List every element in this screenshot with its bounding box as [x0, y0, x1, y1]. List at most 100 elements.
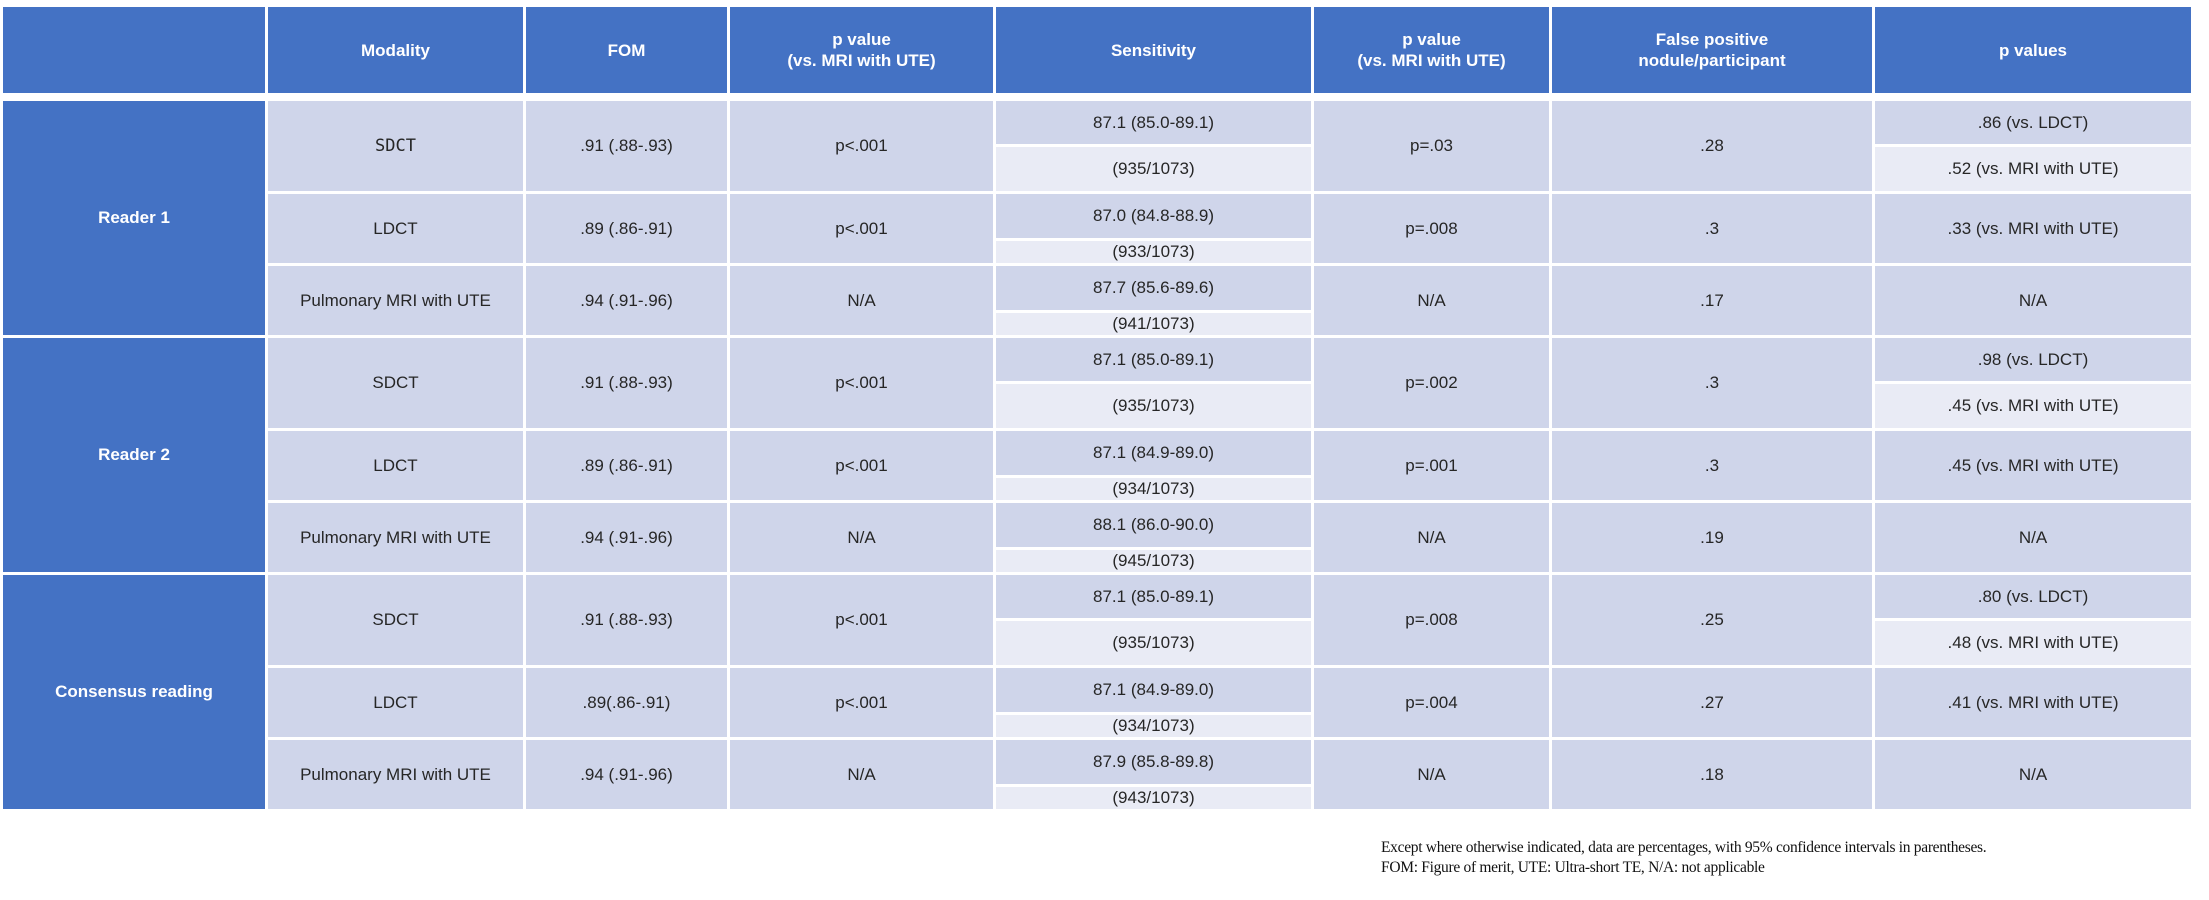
- p-fom-cell: N/A: [730, 740, 993, 809]
- false-positive-cell: .28: [1552, 101, 1872, 191]
- table-subrow: (943/1073): [3, 787, 2191, 809]
- p-values-cell: .52 (vs. MRI with UTE): [1875, 147, 2191, 191]
- p-sensitivity-cell: p=.03: [1314, 101, 1549, 191]
- sensitivity-count-cell: (934/1073): [996, 715, 1311, 737]
- false-positive-cell: .18: [1552, 740, 1872, 809]
- table-subrow: (935/1073) .48 (vs. MRI with UTE): [3, 621, 2191, 665]
- fom-cell: .91 (.88-.93): [526, 338, 727, 428]
- p-sensitivity-cell: N/A: [1314, 503, 1549, 572]
- table-row: LDCT .89 (.86-.91) p<.001 87.1 (84.9-89.0) p…: [3, 431, 2191, 500]
- p-fom-cell: p<.001: [730, 194, 993, 263]
- sensitivity-cell: 87.0 (84.8-88.9): [996, 194, 1311, 238]
- sensitivity-cell: 87.7 (85.6-89.6): [996, 266, 1311, 310]
- sensitivity-cell: 87.1 (85.0-89.1): [996, 101, 1311, 144]
- false-positive-cell: .27: [1552, 668, 1872, 737]
- p-sensitivity-cell: p=.008: [1314, 575, 1549, 665]
- p-fom-cell: p<.001: [730, 101, 993, 191]
- fom-cell: .91 (.88-.93): [526, 101, 727, 191]
- p-values-cell: N/A: [1875, 740, 2191, 809]
- sensitivity-cell: 87.1 (84.9-89.0): [996, 668, 1311, 712]
- table-row: Consensus reading SDCT .91 (.88-.93) p<.001…: [3, 575, 2191, 809]
- table-subrow: (941/1073): [3, 313, 2191, 335]
- p-values-cell: .45 (vs. MRI with UTE): [1875, 384, 2191, 428]
- p-fom-cell: N/A: [730, 266, 993, 335]
- false-positive-cell: .25: [1552, 575, 1872, 665]
- modality-cell: LDCT: [268, 668, 523, 737]
- false-positive-cell: .3: [1552, 338, 1872, 428]
- p-values-cell: .98 (vs. LDCT): [1875, 338, 2191, 381]
- fom-cell: .94 (.91-.96): [526, 503, 727, 572]
- p-sensitivity-cell: N/A: [1314, 740, 1549, 809]
- fom-cell: .89(.86-.91): [526, 668, 727, 737]
- fom-header: FOM: [526, 7, 727, 93]
- fom-cell: .89 (.86-.91): [526, 194, 727, 263]
- modality-cell: LDCT: [268, 194, 523, 263]
- results-table: Modality FOM p value (vs. MRI with UTE) Sen…: [0, 4, 2194, 812]
- p-values-cell: .41 (vs. MRI with UTE): [1875, 668, 2191, 737]
- sensitivity-cell: 87.1 (84.9-89.0): [996, 431, 1311, 475]
- sensitivity-count-cell: (933/1073): [996, 241, 1311, 263]
- false-positive-cell: .17: [1552, 266, 1872, 335]
- fom-cell: .94 (.91-.96): [526, 266, 727, 335]
- p-fom-cell: p<.001: [730, 338, 993, 428]
- modality-cell: Pulmonary MRI with UTE: [268, 503, 523, 572]
- p-sensitivity-cell: p=.002: [1314, 338, 1549, 428]
- sensitivity-header: Sensitivity: [996, 7, 1311, 93]
- p-values-cell: .80 (vs. LDCT): [1875, 575, 2191, 618]
- table-subrow: (934/1073): [3, 478, 2191, 500]
- table-subrow: (933/1073): [3, 241, 2191, 263]
- table-footnote: Except where otherwise indicated, data a…: [1381, 838, 1987, 878]
- p-sensitivity-cell: N/A: [1314, 266, 1549, 335]
- p-sensitivity-cell: p=.008: [1314, 194, 1549, 263]
- sensitivity-cell: 87.9 (85.8-89.8): [996, 740, 1311, 784]
- p-values-cell: N/A: [1875, 503, 2191, 572]
- table-row: Reader 2 SDCT .91 (.88-.93) p<.001 87.1 (85.…: [3, 338, 2191, 572]
- sensitivity-count-cell: (941/1073): [996, 313, 1311, 335]
- p-values-cell: .33 (vs. MRI with UTE): [1875, 194, 2191, 263]
- table-row: Pulmonary MRI with UTE .94 (.91-.96) N/A 87…: [3, 266, 2191, 335]
- table-row: Pulmonary MRI with UTE .94 (.91-.96) N/A 88…: [3, 503, 2191, 572]
- p-sensitivity-cell: p=.004: [1314, 668, 1549, 737]
- fom-cell: .94 (.91-.96): [526, 740, 727, 809]
- p-values-header: p values: [1875, 7, 2191, 93]
- false-positive-cell: .3: [1552, 431, 1872, 500]
- modality-cell: Pulmonary MRI with UTE: [268, 740, 523, 809]
- footnote-line: Except where otherwise indicated, data a…: [1381, 839, 1987, 856]
- modality-cell: LDCT: [268, 431, 523, 500]
- group-header: [3, 7, 265, 93]
- p-values-cell: .86 (vs. LDCT): [1875, 101, 2191, 144]
- table-row: LDCT .89(.86-.91) p<.001 87.1 (84.9-89.0) p=…: [3, 668, 2191, 737]
- modality-cell: SDCT: [268, 101, 523, 191]
- p-fom-header: p value (vs. MRI with UTE): [730, 7, 993, 93]
- sensitivity-cell: 88.1 (86.0-90.0): [996, 503, 1311, 547]
- false-positive-header: False positive nodule/participant: [1552, 7, 1872, 93]
- sensitivity-cell: 87.1 (85.0-89.1): [996, 575, 1311, 618]
- p-fom-cell: N/A: [730, 503, 993, 572]
- p-fom-cell: p<.001: [730, 668, 993, 737]
- sensitivity-count-cell: (935/1073): [996, 147, 1311, 191]
- table-row: Reader 1 SDCT .91 (.88-.93) p<.001 87.1 (85.…: [3, 101, 2191, 335]
- sensitivity-count-cell: (935/1073): [996, 621, 1311, 665]
- p-sensitivity-header: p value (vs. MRI with UTE): [1314, 7, 1549, 93]
- sensitivity-count-cell: (945/1073): [996, 550, 1311, 572]
- sensitivity-count-cell: (943/1073): [996, 787, 1311, 809]
- p-fom-cell: p<.001: [730, 431, 993, 500]
- sensitivity-count-cell: (934/1073): [996, 478, 1311, 500]
- group-label: Consensus reading: [3, 575, 265, 809]
- fom-cell: .89 (.86-.91): [526, 431, 727, 500]
- table-row: LDCT .89 (.86-.91) p<.001 87.0 (84.8-88.9) p…: [3, 194, 2191, 263]
- false-positive-cell: .3: [1552, 194, 1872, 263]
- sensitivity-count-cell: (935/1073): [996, 384, 1311, 428]
- modality-header: Modality: [268, 7, 523, 93]
- sensitivity-cell: 87.1 (85.0-89.1): [996, 338, 1311, 381]
- table-subrow: (935/1073) .45 (vs. MRI with UTE): [3, 384, 2191, 428]
- table-subrow: (935/1073) .52 (vs. MRI with UTE): [3, 147, 2191, 191]
- p-values-cell: .45 (vs. MRI with UTE): [1875, 431, 2191, 500]
- p-values-cell: N/A: [1875, 266, 2191, 335]
- false-positive-cell: .19: [1552, 503, 1872, 572]
- modality-cell: SDCT: [268, 338, 523, 428]
- footnote-line: FOM: Figure of merit, UTE: Ultra-short T…: [1381, 859, 1765, 876]
- p-fom-cell: p<.001: [730, 575, 993, 665]
- table-subrow: (934/1073): [3, 715, 2191, 737]
- group-label: Reader 2: [3, 338, 265, 572]
